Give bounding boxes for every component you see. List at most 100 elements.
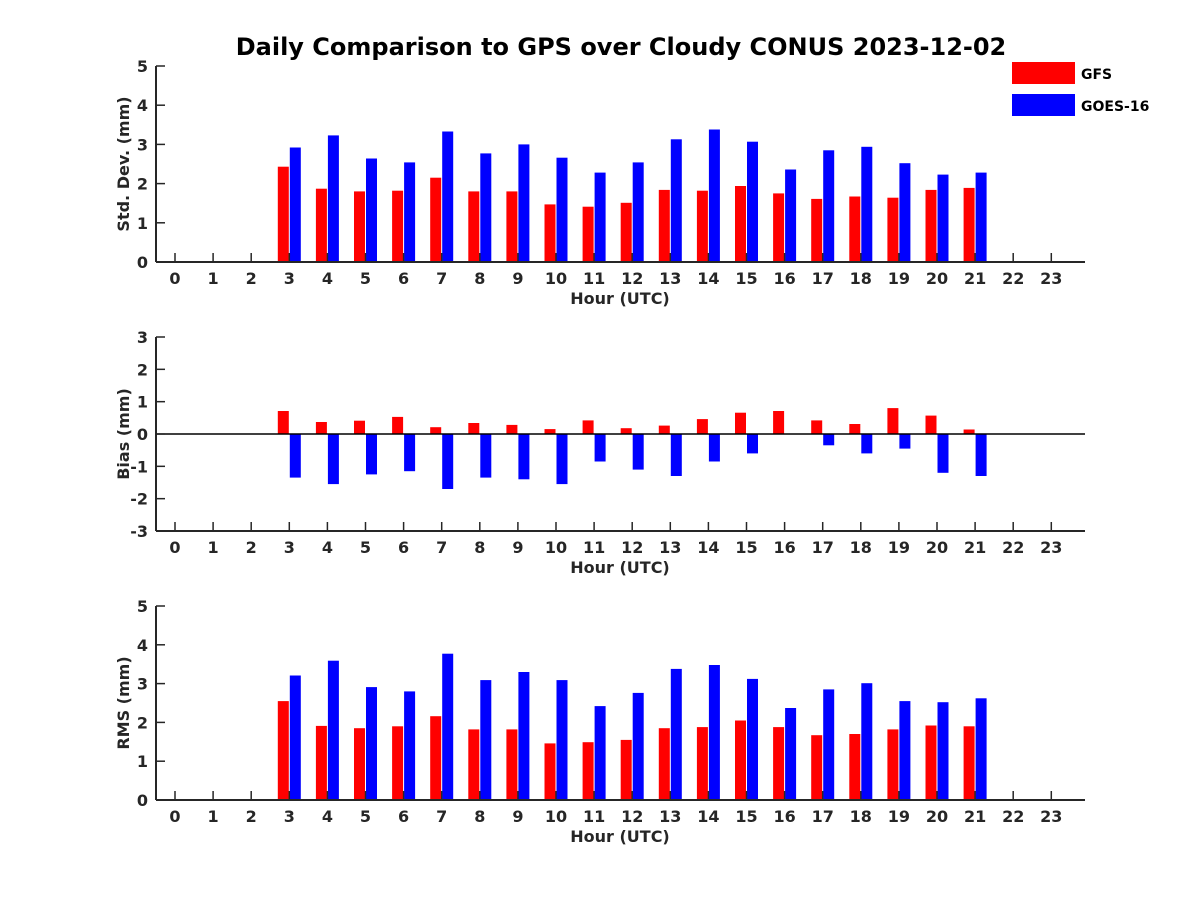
y-axis-label: RMS (mm) [114, 656, 133, 749]
bar-gfs-hour-4 [315, 422, 327, 434]
bar-gfs-hour-4 [315, 725, 327, 800]
x-tick-label: 1 [208, 807, 219, 826]
x-tick-label: 11 [583, 269, 605, 288]
x-tick-label: 20 [926, 269, 948, 288]
bar-goes-16-hour-13 [670, 668, 682, 800]
y-tick-label: 1 [137, 752, 148, 771]
bar-goes-16-hour-11 [594, 706, 606, 800]
x-tick-label: 15 [735, 807, 757, 826]
bar-goes-16-hour-16 [785, 169, 797, 262]
bar-goes-16-hour-21 [975, 172, 987, 262]
bar-gfs-hour-3 [277, 166, 289, 262]
bar-gfs-hour-6 [392, 416, 404, 434]
bar-goes-16-hour-17 [823, 434, 835, 446]
x-tick-label: 11 [583, 807, 605, 826]
bar-goes-16-hour-19 [899, 701, 911, 800]
y-tick-label: 1 [137, 214, 148, 233]
bar-goes-16-hour-14 [708, 434, 720, 462]
bar-gfs-hour-17 [811, 735, 823, 800]
bar-gfs-hour-13 [658, 189, 670, 262]
bar-goes-16-hour-15 [747, 141, 758, 262]
bar-goes-16-hour-16 [785, 708, 797, 800]
bar-goes-16-hour-21 [975, 698, 987, 800]
x-tick-label: 2 [246, 807, 257, 826]
bar-goes-16-hour-17 [823, 150, 835, 262]
bar-gfs-hour-15 [735, 186, 746, 262]
bar-goes-16-hour-20 [937, 702, 949, 800]
bar-goes-16-hour-7 [442, 434, 454, 489]
bar-gfs-hour-21 [963, 429, 975, 434]
bar-gfs-hour-19 [887, 197, 899, 262]
x-tick-label: 17 [812, 538, 834, 557]
y-tick-label: -2 [130, 490, 148, 509]
bar-gfs-hour-12 [620, 428, 632, 434]
x-tick-label: 14 [697, 538, 719, 557]
x-tick-label: 13 [659, 269, 681, 288]
bar-goes-16-hour-18 [861, 683, 873, 800]
x-axis-label: Hour (UTC) [570, 289, 670, 308]
bar-gfs-hour-9 [506, 424, 518, 434]
x-tick-label: 18 [850, 538, 872, 557]
chart-title: Daily Comparison to GPS over Cloudy CONU… [236, 33, 1007, 61]
legend-label-goes-16: GOES-16 [1081, 99, 1149, 115]
y-tick-label: 3 [137, 135, 148, 154]
bar-goes-16-hour-11 [594, 172, 606, 262]
bar-gfs-hour-16 [773, 411, 785, 434]
bar-gfs-hour-14 [696, 419, 708, 434]
x-tick-label: 7 [436, 269, 447, 288]
x-tick-label: 10 [545, 538, 567, 557]
bar-gfs-hour-10 [544, 204, 556, 262]
bar-gfs-hour-15 [735, 720, 746, 800]
bar-goes-16-hour-8 [480, 434, 492, 478]
x-tick-label: 22 [1002, 269, 1024, 288]
bar-goes-16-hour-7 [442, 131, 454, 262]
bar-gfs-hour-19 [887, 729, 899, 800]
y-tick-label: 1 [137, 393, 148, 412]
x-tick-label: 2 [246, 269, 257, 288]
x-tick-label: 22 [1002, 807, 1024, 826]
bar-gfs-hour-6 [392, 726, 404, 800]
bar-goes-16-hour-21 [975, 434, 987, 476]
bar-gfs-hour-21 [963, 726, 975, 800]
bar-gfs-hour-3 [277, 411, 289, 434]
bar-goes-16-hour-10 [556, 434, 568, 485]
x-tick-label: 4 [322, 538, 333, 557]
bar-goes-16-hour-5 [366, 434, 377, 475]
bar-gfs-hour-19 [887, 408, 899, 434]
x-tick-label: 9 [512, 538, 523, 557]
y-tick-label: 0 [137, 791, 148, 810]
bar-gfs-hour-5 [354, 191, 365, 262]
bar-goes-16-hour-15 [747, 678, 758, 800]
legend-swatch-gfs [1012, 62, 1075, 84]
x-tick-label: 12 [621, 538, 643, 557]
x-tick-label: 17 [812, 807, 834, 826]
x-tick-label: 5 [360, 807, 371, 826]
x-tick-label: 3 [284, 538, 295, 557]
x-tick-label: 8 [474, 807, 485, 826]
bar-gfs-hour-8 [468, 729, 480, 800]
bar-gfs-hour-12 [620, 739, 632, 800]
x-tick-label: 16 [773, 269, 795, 288]
bar-gfs-hour-11 [582, 420, 594, 434]
x-tick-label: 13 [659, 538, 681, 557]
x-tick-label: 6 [398, 807, 409, 826]
x-tick-label: 18 [850, 807, 872, 826]
y-tick-label: 5 [137, 597, 148, 616]
bar-goes-16-hour-14 [708, 665, 720, 800]
y-tick-label: 5 [137, 57, 148, 76]
bar-gfs-hour-12 [620, 202, 632, 262]
x-tick-label: 6 [398, 538, 409, 557]
bar-goes-16-hour-12 [632, 692, 644, 800]
x-tick-label: 5 [360, 269, 371, 288]
bar-goes-16-hour-6 [404, 691, 416, 800]
x-tick-label: 16 [773, 538, 795, 557]
bar-goes-16-hour-14 [708, 129, 720, 262]
bar-gfs-hour-16 [773, 193, 785, 262]
x-tick-label: 0 [169, 807, 180, 826]
bar-goes-16-hour-19 [899, 434, 911, 449]
bar-goes-16-hour-18 [861, 146, 873, 262]
x-tick-label: 1 [208, 269, 219, 288]
x-tick-label: 15 [735, 538, 757, 557]
bar-goes-16-hour-4 [327, 135, 339, 262]
